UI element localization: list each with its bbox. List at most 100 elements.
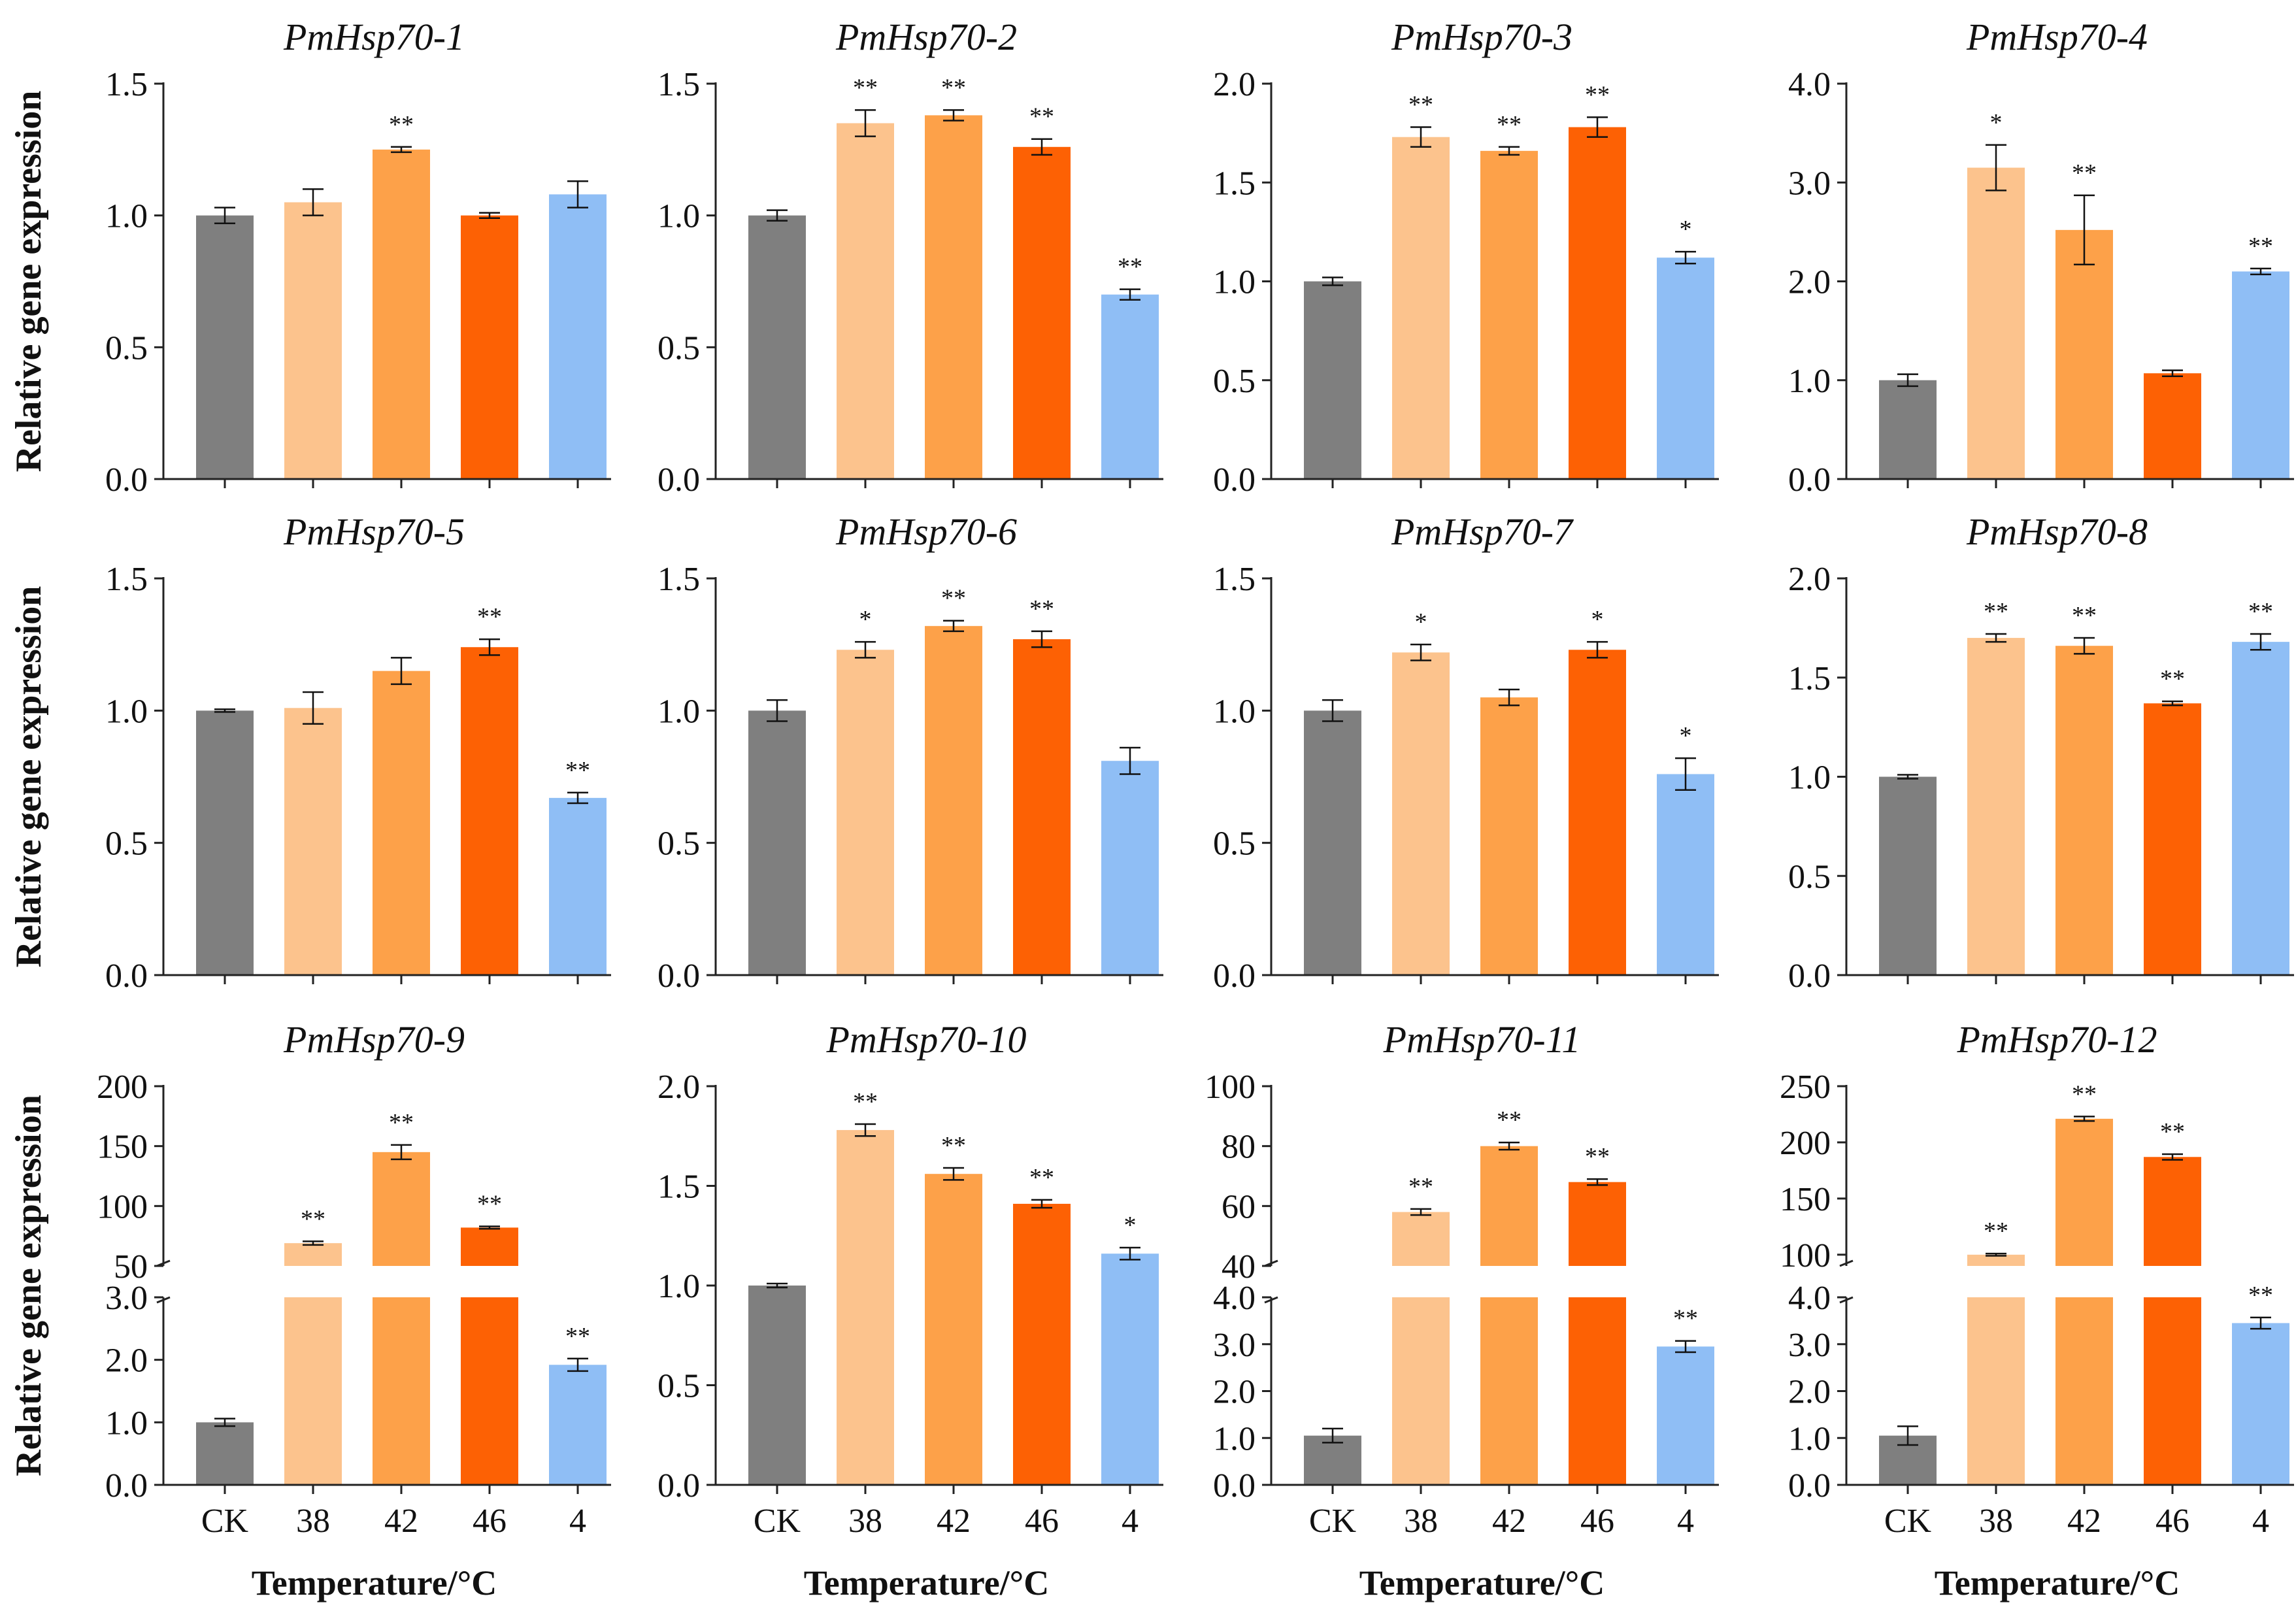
- x-tick-label-38: 38: [296, 1503, 330, 1540]
- y-tick-label: 3.0: [105, 1280, 148, 1317]
- x-tick-label-CK: CK: [754, 1503, 801, 1540]
- y-tick-label: 0.0: [1788, 1467, 1831, 1504]
- y-tick-label: 0.0: [1213, 461, 1256, 499]
- bar-42-lower: [373, 1297, 430, 1485]
- bar-38: [284, 708, 342, 975]
- significance-38: *: [1415, 608, 1427, 636]
- y-axis-title: Relative gene expression: [8, 91, 49, 473]
- y-tick-label: 250: [1780, 1069, 1831, 1106]
- y-tick-label: 50: [114, 1248, 148, 1286]
- y-tick-label: 2.0: [105, 1342, 148, 1380]
- bar-46: [2144, 703, 2201, 975]
- y-tick-label: 80: [1222, 1129, 1256, 1166]
- significance-38: **: [853, 1088, 878, 1116]
- y-tick-label: 100: [1780, 1237, 1831, 1274]
- significance-38: **: [1408, 91, 1433, 119]
- bar-4: [549, 1365, 607, 1485]
- significance-46: **: [1029, 595, 1054, 623]
- panel-10: PmHsp70-10*******0.00.51.01.52.0CK 38 42 46…: [657, 1018, 1163, 1603]
- bar-CK: [1879, 776, 1937, 975]
- y-tick-label: 3.0: [1788, 165, 1831, 202]
- panel-title: PmHsp70-1: [283, 16, 465, 58]
- panel-title: PmHsp70-5: [283, 510, 465, 553]
- x-tick-label-46: 46: [473, 1503, 507, 1540]
- panel-8: PmHsp70-8 ** ** ** ** 0.0 0.5 1.0 1.5 2.0: [1788, 510, 2294, 995]
- y-tick-label: 1.0: [105, 693, 148, 730]
- axis-break-mark: [1264, 1296, 1278, 1304]
- bar-38-lower: [1392, 1297, 1450, 1485]
- panel-title: PmHsp70-7: [1391, 510, 1574, 553]
- y-tick-label: 1.0: [105, 198, 148, 235]
- y-tick-label: 0.0: [1213, 957, 1256, 995]
- bar-38: [837, 650, 894, 975]
- significance-4: **: [2248, 598, 2273, 625]
- significance-38: **: [853, 74, 878, 101]
- bar-38: [1967, 167, 2025, 479]
- x-tick-label-38: 38: [848, 1503, 882, 1540]
- bar-46: [1569, 127, 1626, 480]
- y-tick-label: 1.0: [1213, 693, 1256, 730]
- bar-38: [1392, 137, 1450, 480]
- axis-break-mark: [1839, 1296, 1854, 1304]
- bar-4: [549, 797, 607, 975]
- bar-42: [373, 149, 430, 480]
- panel-9: PmHsp70-9 ** ** ** ** 0.0 1.0 2.0 3.050 100 150 200…: [8, 1018, 611, 1603]
- bar-4: [549, 194, 607, 479]
- y-tick-label: 0.0: [657, 1467, 700, 1504]
- axis-break-mark: [156, 1296, 171, 1304]
- bar-CK: [1304, 1435, 1361, 1485]
- y-tick-label: 1.0: [1788, 1420, 1831, 1457]
- significance-42: **: [1497, 111, 1522, 139]
- bar-46: [461, 215, 518, 479]
- y-axis-title: Relative gene expression: [8, 586, 49, 968]
- significance-46: **: [1585, 1143, 1610, 1171]
- y-tick-label: 0.5: [1213, 825, 1256, 863]
- y-tick-label: 0.0: [105, 461, 148, 499]
- y-tick-label: 0.5: [105, 825, 148, 863]
- bar-46: [461, 647, 518, 975]
- x-tick-label-4: 4: [1122, 1503, 1139, 1540]
- bar-CK: [196, 710, 254, 975]
- x-tick-label-38: 38: [1979, 1503, 2013, 1540]
- y-tick-label: 4.0: [1788, 1280, 1831, 1317]
- bar-42-lower: [2055, 1297, 2113, 1485]
- bar-38: [1967, 638, 2025, 975]
- bar-42-upper: [1480, 1146, 1538, 1266]
- y-tick-label: 1.0: [657, 1268, 700, 1305]
- bar-42: [2055, 646, 2113, 975]
- significance-4: **: [2248, 1282, 2273, 1309]
- bar-46-lower: [1569, 1297, 1626, 1485]
- y-tick-label: 2.0: [657, 1069, 700, 1106]
- significance-42: **: [941, 74, 966, 101]
- panel-6: PmHsp70-6*** **0.00.51.01.5: [657, 510, 1163, 995]
- panel-title: PmHsp70-6: [835, 510, 1017, 553]
- y-tick-label: 0.5: [1788, 858, 1831, 895]
- panel-title: PmHsp70-9: [283, 1018, 465, 1061]
- bar-4: [2232, 1323, 2289, 1485]
- bar-4: [1101, 761, 1159, 975]
- y-tick-label: 2.0: [1213, 66, 1256, 103]
- bar-46: [1013, 1203, 1071, 1485]
- y-tick-label: 40: [1222, 1248, 1256, 1286]
- y-tick-label: 4.0: [1788, 66, 1831, 103]
- y-tick-label: 1.5: [657, 561, 700, 598]
- x-tick-label-4: 4: [2252, 1503, 2269, 1540]
- y-tick-label: 1.5: [1213, 165, 1256, 202]
- y-tick-label: 1.0: [1213, 264, 1256, 301]
- significance-4: **: [2248, 233, 2273, 260]
- x-axis-title: Temperature/°C: [252, 1563, 497, 1603]
- significance-46: **: [477, 1191, 502, 1218]
- significance-4: *: [1124, 1212, 1137, 1239]
- y-tick-label: 200: [97, 1069, 148, 1106]
- bar-4: [1657, 774, 1714, 975]
- y-tick-label: 1.5: [105, 66, 148, 103]
- x-tick-label-38: 38: [1404, 1503, 1438, 1540]
- bar-46: [1013, 639, 1071, 975]
- bar-CK: [1304, 281, 1361, 479]
- panel-title: PmHsp70-3: [1391, 16, 1572, 58]
- significance-46: *: [1591, 606, 1604, 633]
- significance-38: **: [301, 1205, 325, 1233]
- bar-42: [925, 625, 982, 975]
- panel-3: PmHsp70-3*******0.00.51.01.52.0: [1213, 16, 1719, 499]
- significance-4: **: [565, 757, 590, 784]
